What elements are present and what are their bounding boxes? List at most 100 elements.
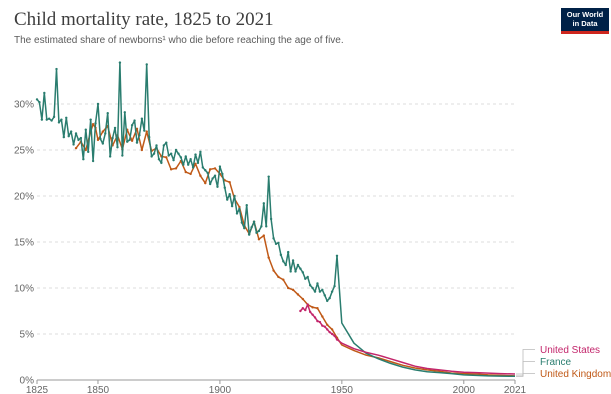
owid-logo[interactable]: Our World in Data	[561, 8, 609, 34]
data-point	[274, 242, 278, 246]
data-point	[172, 158, 175, 162]
data-point	[184, 170, 187, 174]
data-point	[206, 171, 209, 175]
data-point	[35, 98, 39, 101]
data-point	[79, 136, 83, 140]
data-point	[213, 174, 217, 177]
data-point	[313, 290, 317, 293]
data-point	[208, 182, 212, 186]
data-point	[226, 198, 229, 201]
data-point	[99, 137, 102, 141]
data-point	[335, 338, 339, 341]
data-point	[77, 138, 80, 142]
data-point	[328, 330, 331, 334]
data-point	[306, 275, 309, 279]
data-point	[216, 185, 219, 188]
data-point	[67, 135, 70, 138]
data-point	[301, 271, 305, 274]
y-tick-label: 15%	[14, 238, 34, 249]
data-point	[267, 256, 270, 259]
data-point	[155, 144, 158, 147]
data-point	[235, 212, 239, 215]
data-point	[277, 241, 280, 245]
data-point	[96, 102, 100, 106]
data-point	[286, 286, 290, 290]
y-tick-label: 25%	[14, 146, 34, 157]
y-tick-label: 0%	[20, 376, 35, 387]
data-point	[257, 229, 261, 233]
data-point	[228, 192, 231, 196]
data-point	[101, 130, 105, 133]
series-line-united-kingdom	[75, 123, 516, 377]
data-point	[111, 136, 114, 140]
data-point	[257, 238, 261, 241]
data-point	[62, 135, 66, 139]
data-point	[74, 146, 78, 150]
data-point	[199, 174, 202, 177]
data-point	[311, 286, 314, 290]
data-point	[238, 205, 241, 209]
data-point	[150, 155, 153, 158]
data-point	[128, 138, 131, 142]
data-point	[174, 167, 178, 170]
data-point	[91, 159, 95, 163]
data-point	[323, 325, 326, 328]
data-point	[294, 270, 297, 273]
data-point	[123, 111, 126, 114]
data-point	[335, 254, 339, 257]
data-point	[55, 67, 58, 71]
data-point	[296, 293, 300, 296]
data-point	[89, 118, 92, 121]
data-point	[84, 148, 87, 152]
data-point	[316, 319, 319, 323]
data-point	[289, 270, 292, 273]
data-point	[169, 152, 173, 155]
data-point	[106, 112, 109, 115]
data-point	[311, 313, 314, 316]
legend-label: United States	[540, 345, 600, 356]
data-point	[108, 155, 112, 158]
data-point	[311, 306, 314, 309]
chart-subtitle: The estimated share of newborns¹ who die…	[14, 35, 344, 46]
data-point	[165, 156, 168, 159]
data-point	[333, 334, 336, 338]
data-point	[57, 121, 61, 124]
data-point	[316, 282, 319, 285]
data-point	[228, 181, 231, 184]
x-tick-label: 2000	[453, 385, 476, 394]
data-point	[199, 150, 202, 154]
data-point	[118, 61, 122, 64]
logo-line-1: Our World	[566, 10, 604, 19]
data-point	[60, 118, 63, 121]
legend-connector	[516, 361, 535, 377]
data-point	[82, 158, 85, 161]
data-point	[291, 288, 295, 292]
data-point	[194, 153, 197, 156]
chart-title: Child mortality rate, 1825 to 2021	[14, 9, 274, 30]
data-point	[328, 296, 331, 300]
data-point	[326, 323, 329, 326]
data-point	[169, 168, 173, 171]
data-point	[318, 320, 322, 324]
data-point	[140, 148, 144, 152]
data-point	[145, 63, 148, 66]
data-point	[43, 91, 46, 95]
data-point	[308, 310, 312, 314]
data-point	[162, 144, 166, 147]
data-point	[130, 139, 134, 142]
data-point	[247, 233, 251, 236]
data-point	[282, 278, 285, 281]
data-point	[143, 129, 146, 132]
data-point	[179, 156, 183, 159]
legend-label: United Kingdom	[540, 369, 611, 380]
data-point	[252, 220, 256, 223]
data-point	[282, 260, 285, 263]
data-point	[50, 119, 53, 122]
data-point	[333, 284, 336, 288]
data-point	[140, 117, 144, 120]
data-point	[269, 217, 273, 221]
data-point	[208, 168, 212, 171]
data-point	[189, 158, 192, 161]
data-point	[330, 328, 334, 331]
